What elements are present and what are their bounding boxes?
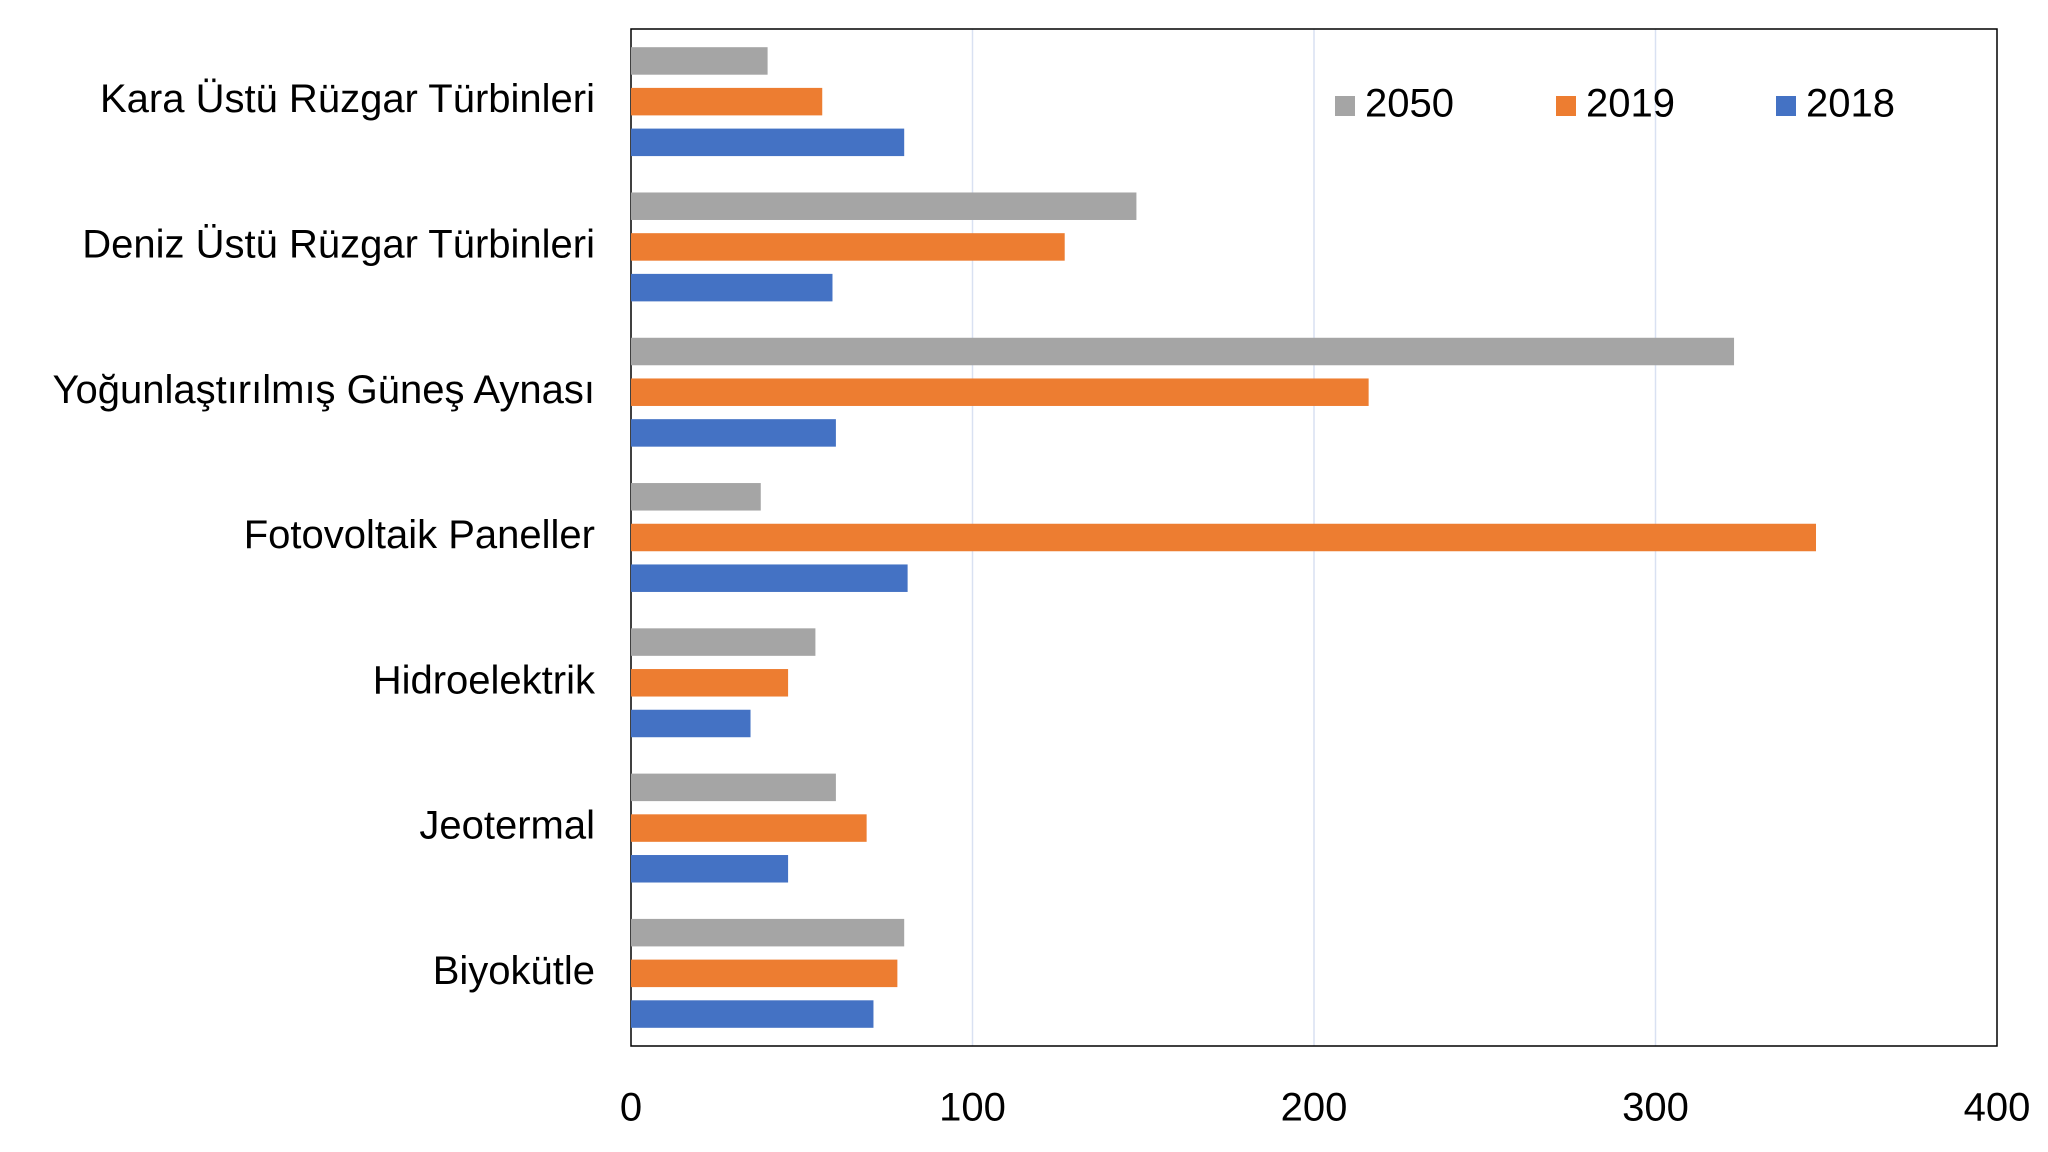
bar — [631, 814, 867, 842]
bar — [631, 87, 823, 116]
bar — [631, 959, 898, 988]
bar — [631, 669, 789, 697]
bar — [631, 128, 905, 157]
y-tick-label: Fotovoltaik Paneller — [244, 513, 595, 557]
y-tick-label: Biyokütle — [433, 949, 595, 993]
bar — [631, 378, 1369, 406]
x-tick-label: 300 — [1622, 1086, 1689, 1130]
y-tick-label: Jeotermal — [419, 804, 595, 848]
legend-label: 2019 — [1586, 82, 1675, 126]
legend-swatch — [1556, 96, 1576, 116]
bar — [631, 419, 836, 447]
x-tick-label: 100 — [939, 1086, 1006, 1130]
bar — [631, 47, 768, 75]
bar — [631, 918, 905, 947]
bar — [631, 709, 751, 738]
bar — [631, 855, 789, 883]
bar — [631, 337, 1735, 366]
legend-label: 2050 — [1365, 82, 1454, 126]
legend-swatch — [1776, 96, 1796, 116]
bar — [631, 564, 908, 592]
bar — [631, 233, 1065, 261]
legend-label: 2018 — [1806, 82, 1895, 126]
bar — [631, 628, 816, 656]
y-tick-label: Kara Üstü Rüzgar Türbinleri — [100, 77, 595, 121]
bar — [631, 273, 833, 302]
y-tick-label: Yoğunlaştırılmış Güneş Aynası — [52, 368, 595, 412]
x-tick-label: 200 — [1281, 1086, 1348, 1130]
y-tick-label: Hidroelektrik — [373, 658, 596, 702]
legend-swatch — [1335, 96, 1355, 116]
y-tick-label: Deniz Üstü Rüzgar Türbinleri — [82, 222, 595, 266]
bar — [631, 483, 761, 511]
x-tick-label: 400 — [1964, 1086, 2031, 1130]
bar — [631, 1000, 874, 1028]
bar — [631, 523, 1817, 552]
bar — [631, 192, 1137, 220]
bar — [631, 773, 836, 802]
x-tick-label: 0 — [620, 1086, 642, 1130]
